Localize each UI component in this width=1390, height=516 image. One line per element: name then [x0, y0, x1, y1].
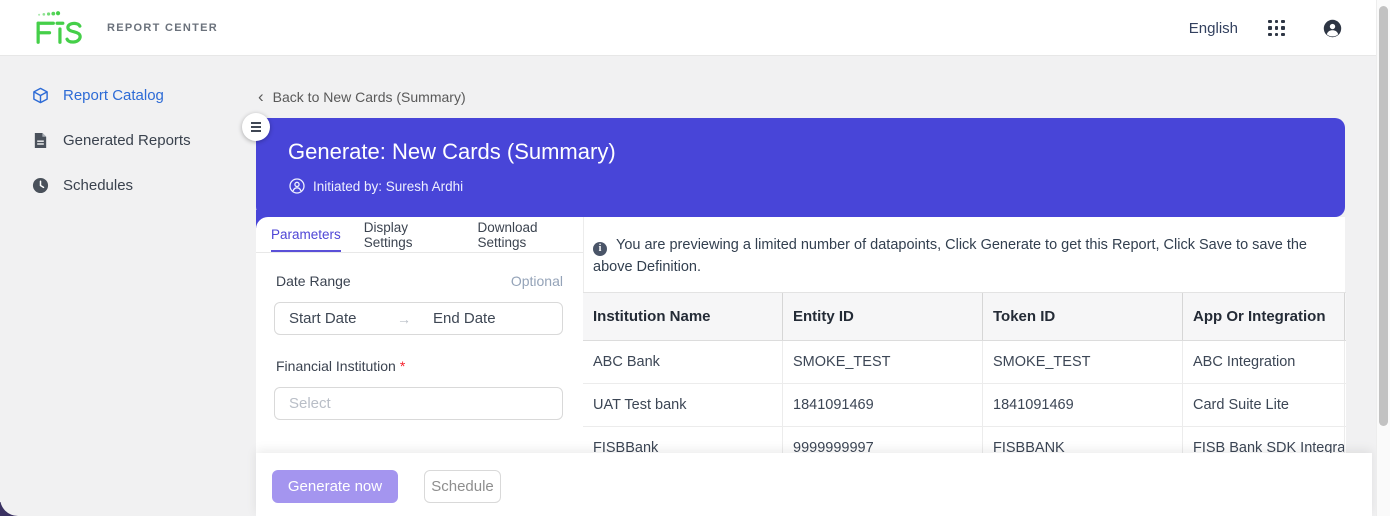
table-header-row: Institution Name Entity ID Token ID App … [583, 292, 1346, 341]
back-breadcrumb[interactable]: ‹ Back to New Cards (Summary) [258, 87, 466, 106]
tab-download-settings[interactable]: Download Settings [477, 219, 538, 250]
cell-app-or-integration: FISB Bank SDK Integrat [1183, 427, 1345, 469]
sidebar-item-label: Report Catalog [63, 86, 164, 104]
table-row: UAT Test bank 1841091469 1841091469 Card… [583, 384, 1346, 427]
account-avatar-icon[interactable] [1323, 19, 1342, 38]
page-title: Generate: New Cards (Summary) [288, 139, 616, 164]
vertical-scrollbar[interactable] [1376, 0, 1390, 516]
bottom-corner-mask [0, 488, 34, 516]
report-banner: Generate: New Cards (Summary) Initiated … [256, 118, 1345, 217]
cell-institution-name: ABC Bank [583, 341, 783, 383]
cell-entity-id: SMOKE_TEST [783, 341, 983, 383]
sidebar-item-label: Generated Reports [63, 131, 191, 149]
tab-display-settings[interactable]: Display Settings [363, 219, 413, 250]
action-footer: Generate now Schedule [256, 453, 1372, 516]
initiated-by-text: Initiated by: Suresh Ardhi [313, 178, 464, 194]
settings-tabbar: Parameters Display Settings Download Set… [256, 217, 583, 253]
required-asterisk: * [399, 358, 406, 374]
financial-institution-label: Financial Institution * [276, 358, 406, 374]
hamburger-icon [251, 122, 261, 124]
user-circle-icon [289, 178, 305, 194]
apps-grid-icon[interactable] [1268, 19, 1285, 37]
sidebar-item-schedules[interactable]: Schedules [32, 172, 133, 198]
language-selector[interactable]: English [1188, 19, 1238, 37]
collapse-menu-button[interactable] [242, 113, 270, 141]
document-icon [34, 132, 47, 148]
app-title: REPORT CENTER [107, 22, 219, 34]
column-header-token-id: Token ID [983, 293, 1183, 340]
info-icon: i [593, 241, 607, 256]
scrollbar-thumb[interactable] [1379, 6, 1388, 426]
cell-institution-name: FISBBank [583, 427, 783, 469]
start-date-field[interactable]: Start Date [289, 310, 357, 327]
tab-parameters[interactable]: Parameters [271, 217, 341, 252]
select-placeholder: Select [289, 395, 331, 412]
end-date-field[interactable]: End Date [433, 310, 496, 327]
cell-app-or-integration: Card Suite Lite [1183, 384, 1345, 426]
clock-icon [32, 177, 49, 193]
arrow-right-icon: → [397, 310, 411, 327]
column-header-institution-name: Institution Name [583, 293, 783, 340]
cell-token-id: SMOKE_TEST [983, 341, 1183, 383]
generate-now-button[interactable]: Generate now [272, 470, 398, 503]
cell-institution-name: UAT Test bank [583, 384, 783, 426]
fis-logo-icon [36, 11, 82, 44]
date-range-label: Date Range [276, 273, 351, 289]
cell-entity-id: 1841091469 [783, 384, 983, 426]
optional-badge: Optional [510, 273, 563, 289]
preview-notice: i You are previewing a limited number of … [593, 235, 1335, 278]
sidebar-item-label: Schedules [63, 176, 134, 194]
table-row: ABC Bank SMOKE_TEST SMOKE_TEST ABC Integ… [583, 341, 1346, 384]
cell-token-id: FISBBANK [983, 427, 1183, 469]
cell-entity-id: 9999999997 [783, 427, 983, 469]
chevron-left-icon: ‹ [258, 87, 264, 106]
sidebar-item-report-catalog[interactable]: Report Catalog [32, 82, 164, 108]
breadcrumb-label: Back to New Cards (Summary) [272, 89, 466, 105]
notice-text: You are previewing a limited number of d… [593, 237, 1307, 275]
sidebar-item-generated-reports[interactable]: Generated Reports [32, 127, 191, 153]
schedule-button[interactable]: Schedule [424, 470, 501, 503]
cube-icon [33, 87, 48, 103]
top-header: REPORT CENTER English [0, 0, 1390, 56]
financial-institution-select[interactable]: Select [274, 387, 563, 420]
column-header-app-or-integration: App Or Integration [1183, 293, 1345, 340]
column-header-entity-id: Entity ID [783, 293, 983, 340]
cell-app-or-integration: ABC Integration [1183, 341, 1345, 383]
preview-table: Institution Name Entity ID Token ID App … [583, 292, 1346, 470]
date-range-picker[interactable]: Start Date → End Date [274, 302, 563, 335]
cell-token-id: 1841091469 [983, 384, 1183, 426]
